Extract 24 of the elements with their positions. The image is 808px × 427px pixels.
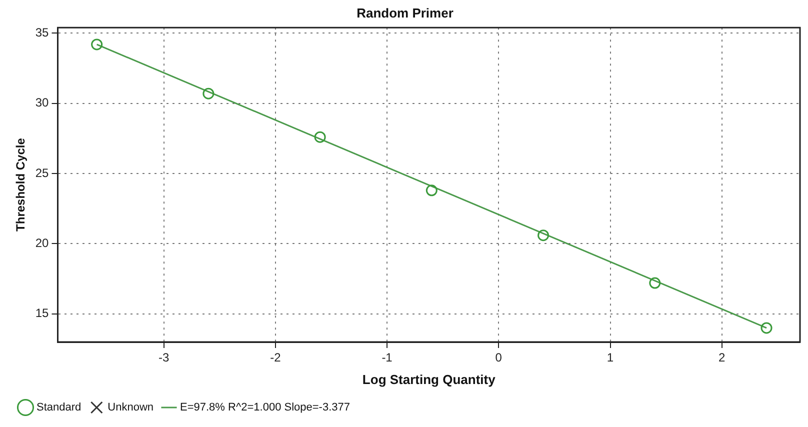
y-tick-label: 30 — [35, 96, 50, 110]
y-tick-label: 35 — [35, 26, 50, 40]
y-axis-title: Threshold Cycle — [14, 138, 28, 232]
legend-label: Unknown — [108, 402, 154, 414]
x-tick-label: -3 — [158, 350, 170, 365]
point — [538, 230, 550, 242]
point — [426, 184, 438, 196]
y-tick-label: 20 — [35, 236, 50, 250]
x-axis-title: Log Starting Quantity — [362, 372, 496, 387]
x-tick-label: 0 — [495, 350, 502, 365]
y-tick-label: 15 — [35, 306, 50, 320]
x-tick-label: 2 — [718, 350, 726, 365]
y-tick-label: 25 — [35, 166, 50, 180]
x-tick-label: -2 — [270, 350, 282, 365]
point — [760, 322, 772, 334]
point — [314, 131, 326, 143]
point — [91, 38, 103, 50]
point — [202, 88, 214, 100]
legend-label: Standard — [36, 402, 82, 414]
x-tick-label: 1 — [606, 350, 614, 365]
legend-label: E=97.8% R^2=1.000 Slope=-3.377 — [180, 402, 350, 414]
x-tick-label: -1 — [382, 350, 393, 365]
chart-title: Random Primer — [356, 5, 454, 20]
point — [649, 277, 661, 289]
